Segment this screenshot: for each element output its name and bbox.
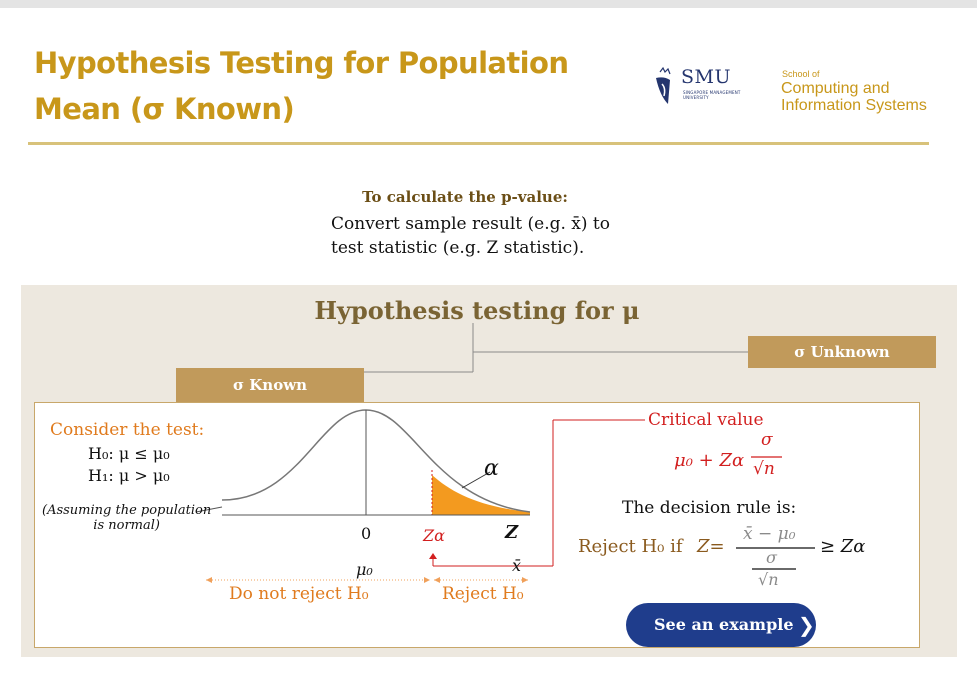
sigma-known-tab[interactable]: σ Known: [176, 368, 364, 402]
intro-line1: Convert sample result (e.g. x̄) to: [331, 214, 610, 234]
intro-line2: test statistic (e.g. Z statistic).: [331, 238, 585, 258]
mu0-tick: μ₀: [356, 560, 373, 579]
alpha-label: α: [484, 456, 499, 481]
rule-numerator: x̄ − μ₀: [743, 524, 796, 544]
smu-subtitle-line1: SINGAPORE MANAGEMENT: [683, 90, 741, 95]
sigma-unknown-tab[interactable]: σ Unknown: [748, 336, 936, 368]
page-title-line2: Mean (σ Known): [34, 92, 295, 126]
consider-label: Consider the test:: [50, 420, 205, 440]
see-example-button[interactable]: See an example ❯: [626, 603, 816, 647]
assume-line2: is normal): [93, 518, 160, 533]
smu-logo: SMU SINGAPORE MANAGEMENT UNIVERSITY: [652, 64, 762, 114]
null-hypothesis: H₀: μ ≤ μ₀: [88, 444, 170, 463]
smu-emblem-icon: [656, 66, 671, 104]
z-alpha-tick: Zα: [423, 526, 445, 545]
school-name-line1: Computing and: [781, 80, 890, 97]
do-not-reject-label: Do not reject H₀: [229, 584, 369, 604]
see-example-label: See an example: [654, 615, 794, 634]
chevron-right-icon: ❯: [798, 613, 815, 637]
reject-if-label: Reject H₀ if: [578, 536, 683, 557]
school-small-label: School of: [782, 69, 820, 79]
title-divider: [28, 142, 929, 145]
assume-pointer: [195, 506, 223, 513]
critical-value-sqrt-n: √n: [753, 459, 775, 479]
smu-subtitle: SINGAPORE MANAGEMENT UNIVERSITY: [683, 90, 763, 100]
alpha-pointer: [461, 471, 491, 489]
critical-value-sigma: σ: [761, 430, 773, 450]
school-name: Computing and Information Systems: [781, 80, 927, 114]
rule-geq-z-alpha: ≥ Zα: [820, 536, 866, 557]
decision-rule-label: The decision rule is:: [622, 498, 797, 518]
critical-value-label: Critical value: [648, 410, 764, 430]
zero-tick: 0: [361, 524, 372, 543]
z-axis-label: Z: [505, 522, 519, 543]
page-title-line1: Hypothesis Testing for Population: [34, 46, 569, 80]
rejection-region: [432, 475, 530, 515]
smu-name: SMU: [681, 66, 731, 88]
rule-sigma: σ: [766, 548, 777, 567]
normality-assumption: (Assuming the population is normal): [42, 503, 211, 533]
reject-region-label: Reject H₀: [442, 584, 524, 604]
rule-sqrt-n: √n: [758, 570, 779, 589]
xbar-axis-label: x̄: [512, 556, 522, 575]
smu-subtitle-line2: UNIVERSITY: [683, 95, 709, 100]
z-equals: Z=: [697, 536, 725, 557]
alt-hypothesis: H₁: μ > μ₀: [88, 466, 170, 485]
intro-heading: To calculate the p-value:: [362, 188, 568, 206]
critical-value-mu: μ₀ + Zα: [674, 450, 745, 471]
assume-line1: (Assuming the population: [42, 503, 212, 518]
panel-title: Hypothesis testing for μ: [314, 296, 640, 325]
page-title: Hypothesis Testing for Population Mean (…: [34, 40, 634, 132]
top-bar: [0, 0, 977, 8]
school-name-line2: Information Systems: [781, 97, 927, 114]
